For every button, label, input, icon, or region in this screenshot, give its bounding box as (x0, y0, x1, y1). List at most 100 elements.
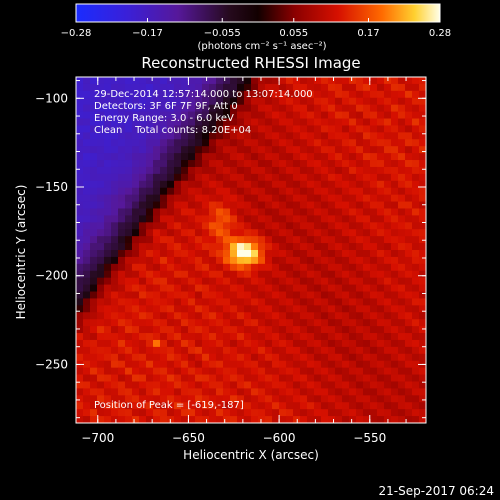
heatmap-cell (251, 305, 259, 313)
heatmap-cell (321, 263, 329, 272)
heatmap-cell (132, 229, 140, 237)
heatmap-cell (279, 180, 287, 189)
heatmap-cell (265, 402, 273, 410)
heatmap-cell (251, 333, 259, 341)
heatmap-cell (139, 402, 147, 410)
heatmap-cell (90, 402, 98, 410)
heatmap-cell (265, 367, 273, 376)
heatmap-cell (377, 194, 385, 203)
heatmap-cell (132, 326, 140, 334)
heatmap-cell (370, 291, 378, 300)
heatmap-cell (377, 83, 385, 92)
footer-timestamp: 21-Sep-2017 06:24 (379, 484, 494, 498)
heatmap-cell (174, 180, 182, 189)
heatmap-cell (132, 83, 140, 92)
heatmap-cell (125, 291, 133, 300)
heatmap-cell (405, 263, 413, 272)
heatmap-cell (132, 97, 140, 106)
heatmap-cell (384, 194, 392, 203)
heatmap-cell (209, 201, 217, 210)
heatmap-cell (167, 97, 175, 106)
heatmap-cell (111, 395, 119, 403)
heatmap-cell (223, 277, 231, 286)
heatmap-cell (405, 381, 413, 389)
heatmap-cell (209, 97, 217, 106)
heatmap-cell (153, 153, 161, 161)
heatmap-cell (237, 132, 245, 140)
heatmap-cell (111, 215, 119, 223)
heatmap-cell (118, 236, 126, 244)
heatmap-cell (132, 381, 140, 389)
heatmap-cell (104, 146, 112, 154)
heatmap-cell (132, 77, 140, 85)
heatmap-cell (307, 139, 315, 147)
heatmap-cell (230, 326, 238, 334)
heatmap-cell (132, 160, 140, 168)
heatmap-cell (181, 118, 189, 127)
heatmap-cell (342, 104, 350, 113)
heatmap-cell (139, 312, 147, 320)
heatmap-cell (111, 409, 119, 417)
heatmap-cell (335, 305, 343, 313)
heatmap-cell (251, 236, 259, 244)
heatmap-cell (363, 83, 371, 92)
heatmap-cell (83, 111, 91, 120)
heatmap-cell (97, 291, 105, 300)
y-tick-label: −250 (35, 357, 68, 371)
heatmap-cell (153, 118, 161, 127)
heatmap-cell (391, 104, 399, 113)
heatmap-cell (76, 381, 84, 389)
heatmap-cell (174, 201, 182, 210)
heatmap-cell (412, 277, 420, 286)
heatmap-cell (328, 194, 336, 203)
heatmap-cell (237, 153, 245, 161)
heatmap-cell (104, 263, 112, 272)
heatmap-cell (139, 187, 147, 196)
heatmap-cell (412, 395, 420, 403)
heatmap-cell (377, 236, 385, 244)
heatmap-cell (125, 194, 133, 203)
heatmap-cell (104, 90, 112, 99)
heatmap-cell (125, 146, 133, 154)
heatmap-cell (181, 236, 189, 244)
heatmap-cell (391, 367, 399, 376)
heatmap-cell (181, 346, 189, 355)
heatmap-cell (97, 236, 105, 244)
heatmap-cell (363, 194, 371, 203)
heatmap-cell (321, 291, 329, 300)
heatmap-cell (146, 319, 154, 327)
heatmap-cell (258, 180, 266, 189)
heatmap-cell (293, 187, 301, 196)
heatmap-cell (181, 270, 189, 279)
heatmap-cell (188, 333, 196, 341)
heatmap-cell (307, 284, 315, 293)
heatmap-cell (104, 194, 112, 203)
heatmap-cell (139, 409, 147, 417)
heatmap-cell (286, 153, 294, 161)
heatmap-cell (377, 153, 385, 161)
heatmap-cell (391, 236, 399, 244)
heatmap-cell (223, 409, 231, 417)
heatmap-cell (230, 270, 238, 279)
heatmap-cell (265, 187, 273, 196)
heatmap-cell (342, 83, 350, 92)
heatmap-cell (328, 360, 336, 369)
heatmap-cell (279, 118, 287, 127)
heatmap-cell (146, 256, 154, 265)
heatmap-cell (286, 312, 294, 320)
heatmap-cell (202, 236, 210, 244)
heatmap-cell (83, 146, 91, 154)
heatmap-cell (209, 229, 217, 237)
heatmap-cell (216, 263, 224, 272)
heatmap-cell (335, 111, 343, 120)
heatmap-cell (363, 326, 371, 334)
heatmap-cell (363, 208, 371, 216)
heatmap-cell (244, 270, 252, 279)
heatmap-cell (328, 367, 336, 376)
heatmap-cell (244, 277, 252, 286)
heatmap-cell (146, 104, 154, 113)
heatmap-cell (251, 160, 259, 168)
heatmap-cell (419, 118, 426, 127)
heatmap-cell (97, 402, 105, 410)
heatmap-cell (335, 166, 343, 175)
